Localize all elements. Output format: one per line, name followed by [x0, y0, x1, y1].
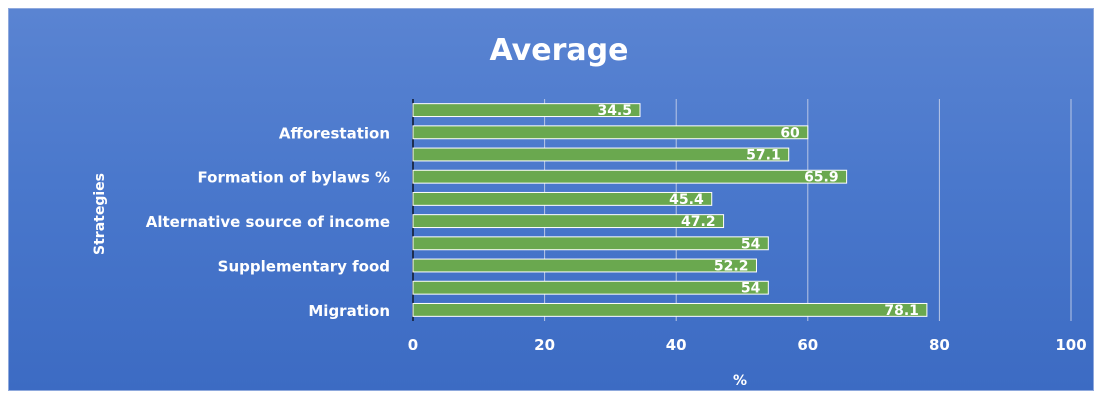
y-axis-title: Strategies [92, 173, 108, 255]
data-label: 78.1 [884, 303, 919, 319]
x-tick-label: 60 [797, 336, 818, 354]
category-label: Formation of bylaws % [198, 169, 390, 187]
category-label: Alternative source of income [146, 213, 390, 231]
category-label: Migration [308, 302, 390, 320]
bar [412, 258, 757, 273]
category-label: Afforestation [279, 124, 390, 142]
bar [412, 191, 713, 206]
data-label: 54 [741, 281, 761, 297]
x-tick-labels: 0 20 40 60 80 100 [408, 336, 1087, 354]
bar-layer: 34.5 60 57.1 65.9 45.4 47.2 54 52.2 54 78.1 [412, 103, 928, 319]
x-axis-title: % [733, 373, 747, 389]
x-tick-label: 40 [666, 336, 687, 354]
category-labels: Afforestation Formation of bylaws % Altern… [146, 124, 390, 320]
data-label: 60 [780, 125, 800, 141]
data-label: 57.1 [746, 148, 781, 164]
bar [412, 302, 928, 317]
data-label: 52.2 [714, 259, 749, 275]
x-tick-label: 80 [929, 336, 950, 354]
bar [412, 169, 848, 184]
data-label: 45.4 [669, 192, 704, 208]
chart-title: Average [490, 33, 629, 68]
x-tick-label: 20 [534, 336, 555, 354]
bar [412, 147, 790, 162]
data-label: 47.2 [681, 214, 716, 230]
data-label: 34.5 [597, 103, 632, 119]
category-label: Supplementary food [218, 258, 390, 276]
data-label: 54 [741, 236, 761, 252]
bar-chart: Average 34.5 60 57.1 65.9 45.4 47.2 54 52.2 54 78… [92, 33, 1087, 389]
bar [412, 125, 809, 140]
data-label: 65.9 [804, 170, 839, 186]
bar [412, 236, 769, 251]
bar [412, 103, 641, 118]
bar [412, 280, 769, 295]
x-tick-label: 0 [408, 336, 418, 354]
chart-area: Average 34.5 60 57.1 65.9 45.4 47.2 54 52.2 54 78… [8, 8, 1094, 391]
x-tick-label: 100 [1055, 336, 1086, 354]
bar [412, 214, 725, 229]
